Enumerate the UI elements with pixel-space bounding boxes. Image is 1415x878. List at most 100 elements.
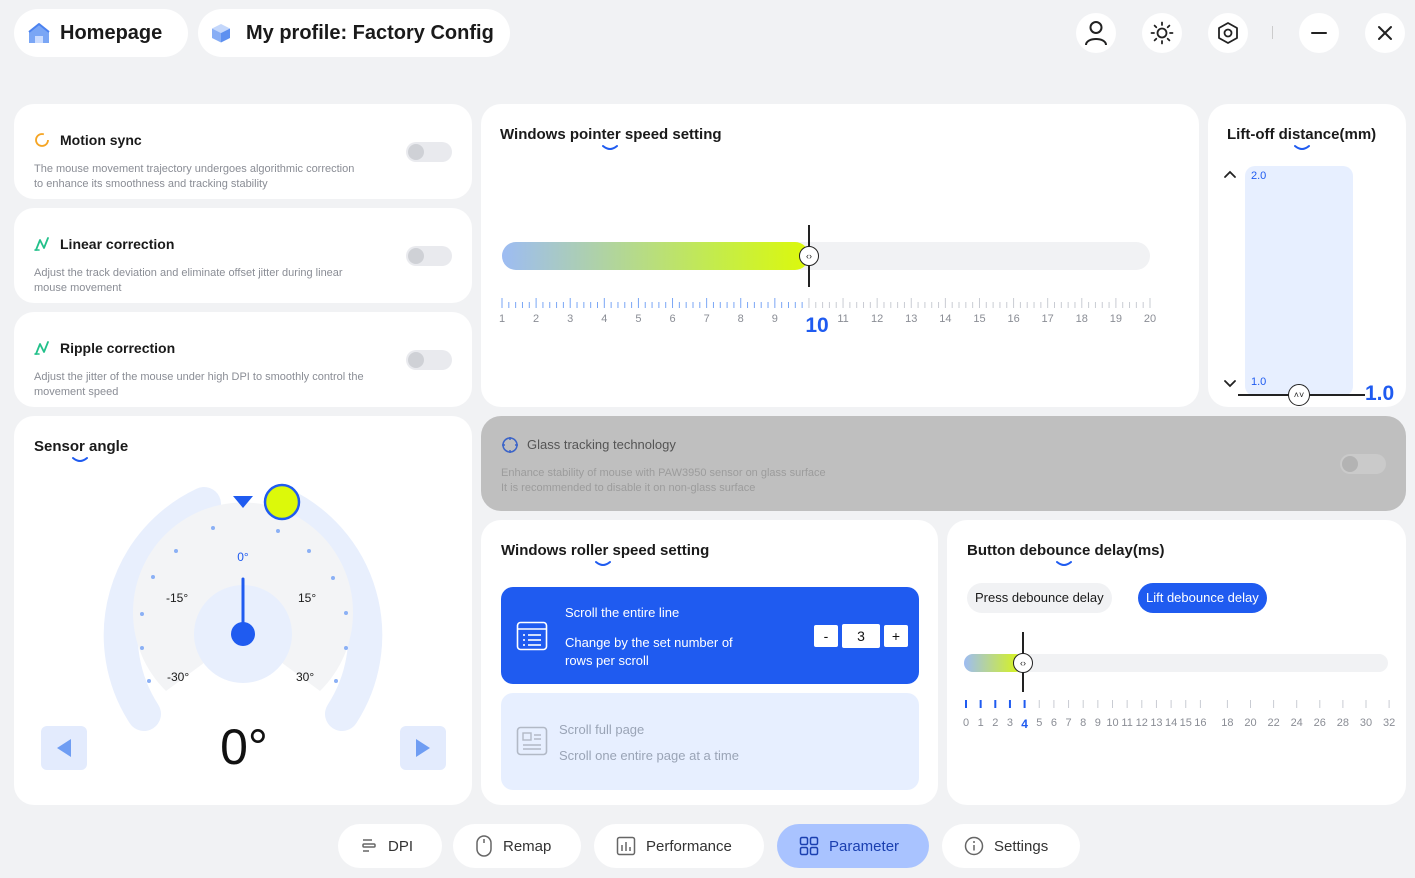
pointer-speed-tick-label: 15 xyxy=(973,313,986,325)
list-icon xyxy=(516,621,548,651)
minimize-button[interactable] xyxy=(1299,13,1339,53)
linear-correction-desc-2: mouse movement xyxy=(34,282,122,294)
nav-dpi[interactable]: DPI xyxy=(338,824,442,868)
nav-dpi-label: DPI xyxy=(388,837,414,855)
pointer-speed-tick-label: 9 xyxy=(771,313,778,325)
scroll-line-desc-1: Change by the set number of xyxy=(565,635,733,650)
debounce-tick-label: 7 xyxy=(1065,717,1072,729)
debounce-tick-label: 30 xyxy=(1359,717,1373,729)
pointer-speed-ticks xyxy=(501,298,1151,308)
triangle-right-icon xyxy=(416,739,430,757)
home-icon xyxy=(26,20,52,46)
pointer-speed-title: Windows pointer speed setting xyxy=(500,126,722,143)
pointer-speed-tick-label: 4 xyxy=(601,313,608,325)
debounce-tick-label: 13 xyxy=(1150,717,1163,729)
liftoff-title: Lift-off distance(mm) xyxy=(1227,126,1377,143)
glass-tracking-desc-2: It is recommended to disable it on non-g… xyxy=(501,482,756,494)
pointer-speed-tick-label: 5 xyxy=(635,313,642,325)
close-icon xyxy=(1378,26,1392,40)
pointer-speed-tick-label: 19 xyxy=(1109,313,1123,325)
linear-correction-desc-1: Adjust the track deviation and eliminate… xyxy=(34,267,343,279)
motion-sync-title: Motion sync xyxy=(60,132,142,148)
grid-icon xyxy=(799,836,819,856)
minus-icon xyxy=(1311,32,1327,34)
account-button[interactable] xyxy=(1076,13,1116,53)
pointer-speed-handle[interactable]: ‹› xyxy=(799,246,819,266)
roller-speed-title: Windows roller speed setting xyxy=(501,542,710,559)
sun-icon xyxy=(1150,21,1174,45)
angle-label-zero: 0° xyxy=(237,550,249,564)
zigzag-icon xyxy=(34,236,50,257)
liftoff-value: 1.0 xyxy=(1365,382,1395,405)
ripple-correction-card: Ripple correction Adjust the jitter of t… xyxy=(14,312,472,407)
ripple-correction-desc-1: Adjust the jitter of the mouse under hig… xyxy=(34,371,364,383)
debounce-tick-label: 15 xyxy=(1179,717,1192,729)
sensor-angle-dial[interactable] xyxy=(84,476,402,736)
page-icon xyxy=(516,726,548,756)
angle-label-plus15: 15° xyxy=(298,591,317,605)
scroll-rows-increment[interactable]: + xyxy=(884,625,908,647)
glass-tracking-title: Glass tracking technology xyxy=(527,437,676,452)
debounce-tick-label: 28 xyxy=(1336,717,1350,729)
debounce-tick-label: 8 xyxy=(1080,717,1087,729)
debounce-tick-label: 24 xyxy=(1290,717,1303,729)
sensor-angle-card: Sensor angle 0° -15° 15° -30° 30° 0° xyxy=(14,416,472,805)
nav-remap[interactable]: Remap xyxy=(453,824,581,868)
angle-decrease-button[interactable] xyxy=(41,726,87,770)
debounce-tick-label: 14 xyxy=(1164,717,1178,729)
debounce-tick-label: 2 xyxy=(992,717,999,729)
press-debounce-tab[interactable]: Press debounce delay xyxy=(967,583,1112,613)
angle-label-minus30: -30° xyxy=(167,670,190,684)
nav-parameter[interactable]: Parameter xyxy=(777,824,929,868)
debounce-tick-label: 32 xyxy=(1382,717,1396,729)
scroll-rows-decrement[interactable]: - xyxy=(814,625,838,647)
pointer-speed-tick-label: 11 xyxy=(837,313,849,325)
debounce-track[interactable] xyxy=(964,654,1388,672)
chevron-up-icon[interactable] xyxy=(1222,168,1238,180)
brightness-button[interactable] xyxy=(1142,13,1182,53)
liftoff-handle[interactable]: ˄˅ xyxy=(1288,384,1310,406)
debounce-tick-label: 3 xyxy=(1006,717,1013,729)
ripple-correction-toggle[interactable] xyxy=(406,350,452,370)
liftoff-bar[interactable] xyxy=(1245,166,1353,396)
debounce-tick-label: 11 xyxy=(1121,717,1133,729)
debounce-tick-label: 18 xyxy=(1221,717,1234,729)
nav-settings[interactable]: Settings xyxy=(942,824,1080,868)
glass-tracking-toggle[interactable] xyxy=(1340,454,1386,474)
pointer-speed-value: 10 xyxy=(805,314,829,337)
scroll-line-option[interactable]: Scroll the entire line Change by the set… xyxy=(501,587,919,684)
close-button[interactable] xyxy=(1365,13,1405,53)
debounce-tick-label: 5 xyxy=(1036,717,1043,729)
motion-sync-icon xyxy=(34,132,50,153)
lift-debounce-tab[interactable]: Lift debounce delay xyxy=(1138,583,1267,613)
angle-increase-button[interactable] xyxy=(400,726,446,770)
homepage-button[interactable]: Homepage xyxy=(14,9,188,57)
pointer-speed-fill xyxy=(502,242,809,270)
profile-button[interactable]: My profile: Factory Config xyxy=(198,9,510,57)
scroll-page-desc: Scroll one entire page at a time xyxy=(559,748,739,763)
profile-label: My profile: Factory Config xyxy=(246,21,494,44)
glass-tracking-card: Glass tracking technology Enhance stabil… xyxy=(481,416,1406,511)
scroll-rows-input[interactable]: 3 xyxy=(842,624,880,648)
pointer-speed-tick-label: 18 xyxy=(1075,313,1088,325)
sensor-angle-title: Sensor angle xyxy=(34,438,129,455)
debounce-tick-label: 9 xyxy=(1094,717,1101,729)
debounce-tick-label: 12 xyxy=(1135,717,1148,729)
nav-performance[interactable]: Performance xyxy=(594,824,764,868)
debounce-tick-label: 26 xyxy=(1313,717,1326,729)
glass-tracking-desc-1: Enhance stability of mouse with PAW3950 … xyxy=(501,467,826,479)
scroll-page-option[interactable]: Scroll full page Scroll one entire page … xyxy=(501,693,919,790)
debounce-handle[interactable]: ‹› xyxy=(1013,653,1033,673)
pointer-speed-tick-label: 13 xyxy=(905,313,918,325)
sensor-angle-value: 0° xyxy=(220,719,268,775)
motion-sync-toggle[interactable] xyxy=(406,142,452,162)
mouse-icon xyxy=(476,835,492,857)
debounce-tick-label: 4 xyxy=(1021,717,1028,731)
pointer-speed-tick-label: 16 xyxy=(1007,313,1020,325)
linear-correction-toggle[interactable] xyxy=(406,246,452,266)
device-settings-button[interactable] xyxy=(1208,13,1248,53)
chevron-down-icon[interactable] xyxy=(1222,378,1238,390)
title-underline xyxy=(72,457,88,462)
nav-parameter-label: Parameter xyxy=(829,837,900,855)
